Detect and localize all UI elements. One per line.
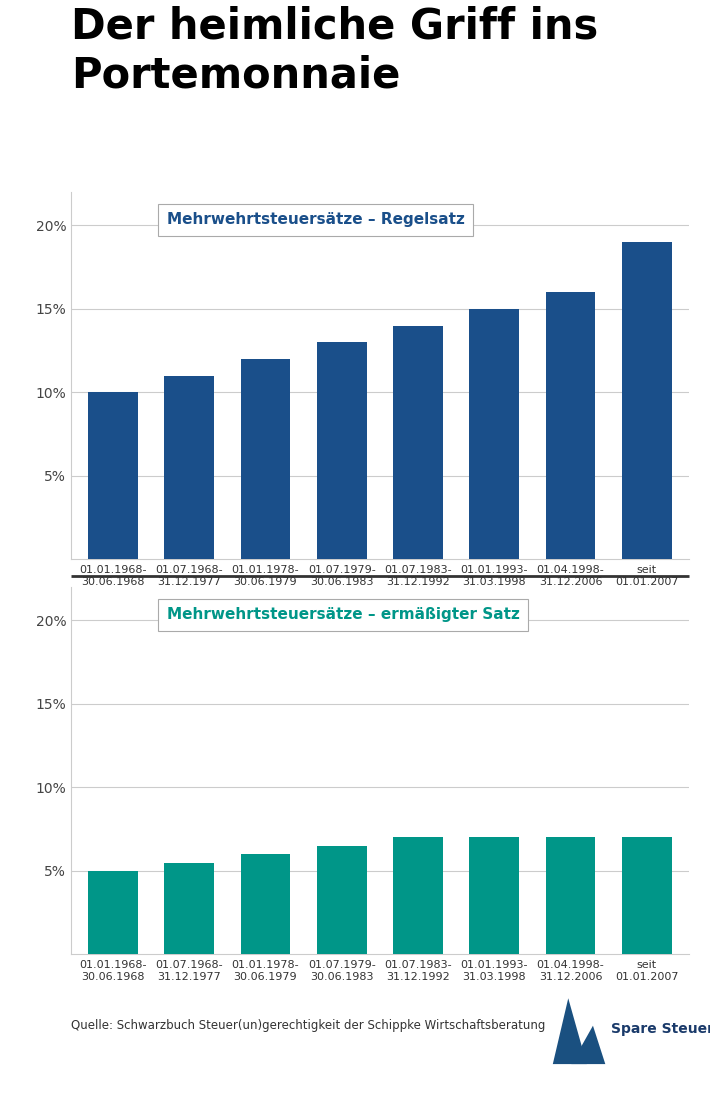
Bar (546, 292, 595, 559)
Bar (469, 837, 519, 954)
Bar (165, 862, 214, 954)
Bar (393, 837, 443, 954)
Bar (622, 837, 672, 954)
Polygon shape (572, 1026, 606, 1064)
Bar (622, 242, 672, 559)
Bar (317, 846, 366, 954)
Bar (241, 359, 290, 559)
Text: Mehrwehrtsteuersätze – Regelsatz: Mehrwehrtsteuersätze – Regelsatz (167, 212, 464, 227)
Bar (165, 376, 214, 559)
Text: Mehrwehrtsteuersätze – ermäßigter Satz: Mehrwehrtsteuersätze – ermäßigter Satz (167, 607, 520, 622)
Text: Der heimliche Griff ins
Portemonnaie: Der heimliche Griff ins Portemonnaie (71, 5, 599, 97)
Bar (317, 342, 366, 559)
Polygon shape (553, 998, 586, 1064)
Bar (469, 309, 519, 559)
Bar (393, 326, 443, 559)
Text: Quelle: Schwarzbuch Steuer(un)gerechtigkeit der Schippke Wirtschaftsberatung: Quelle: Schwarzbuch Steuer(un)gerechtigk… (71, 1019, 545, 1032)
Bar (241, 855, 290, 954)
Bar (88, 871, 138, 954)
Bar (88, 393, 138, 559)
Bar (546, 837, 595, 954)
Text: Spare Steuern: Spare Steuern (611, 1022, 710, 1036)
